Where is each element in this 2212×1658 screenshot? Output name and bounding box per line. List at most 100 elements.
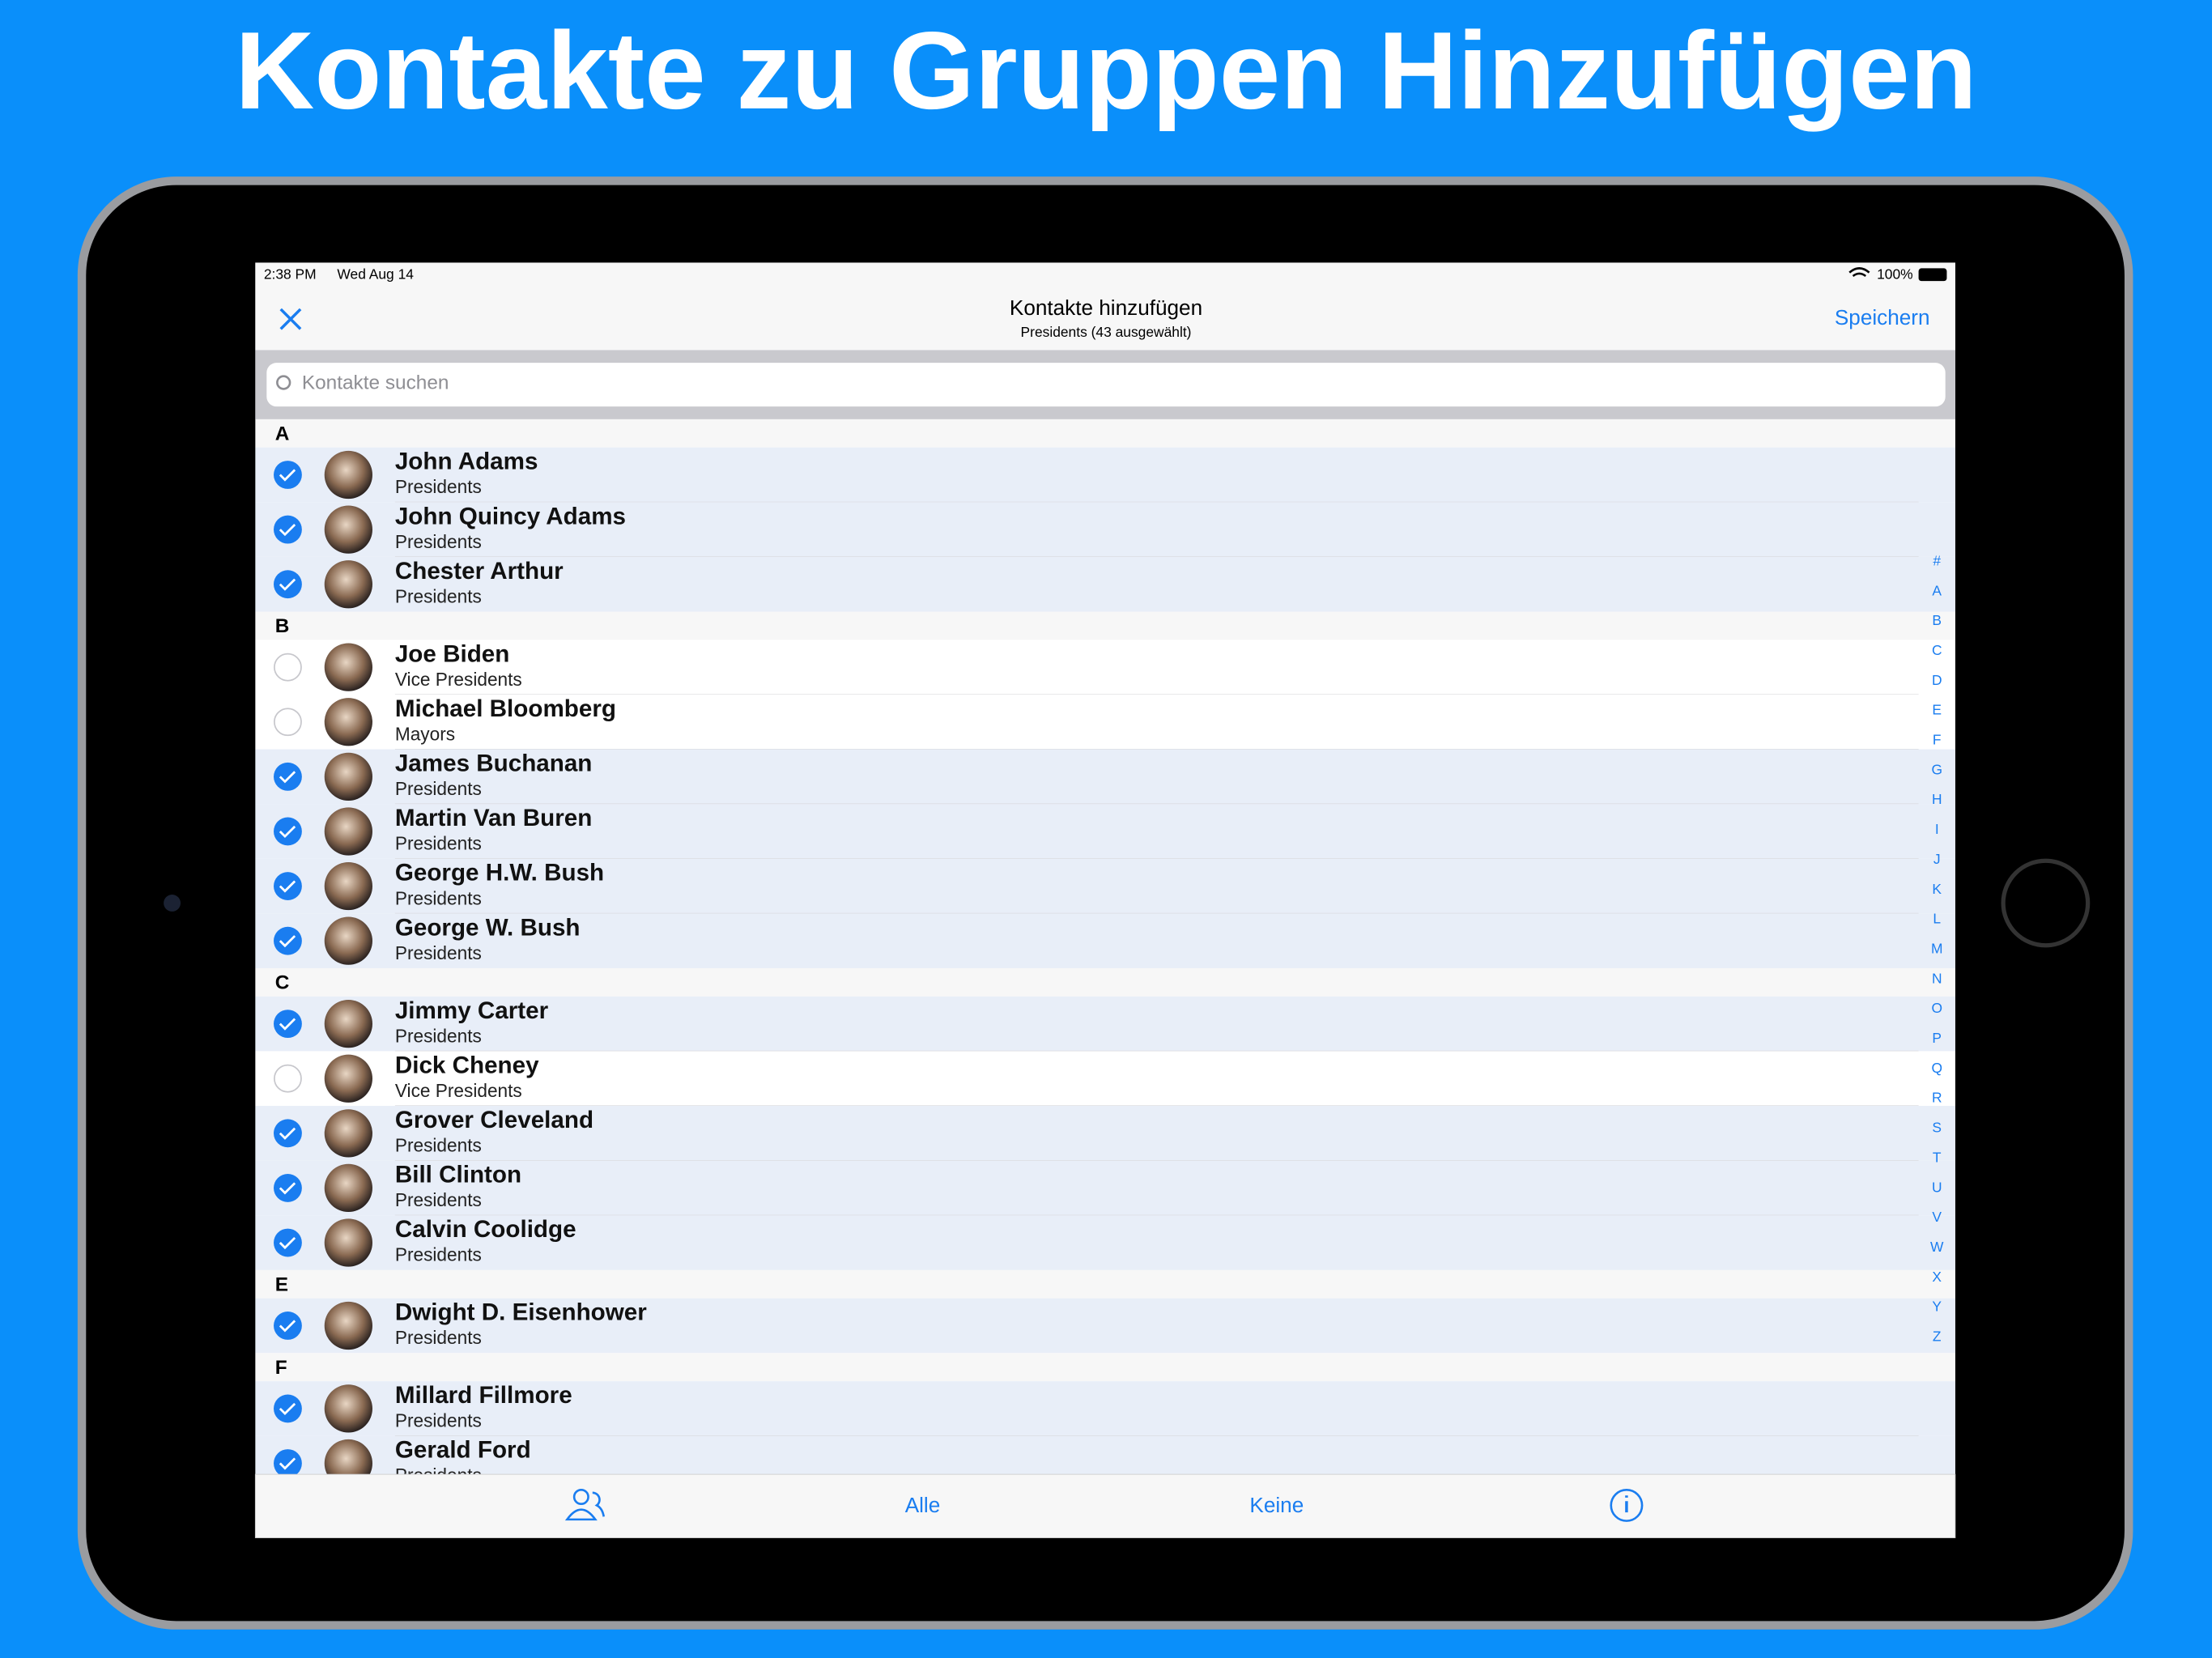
row-background	[255, 1051, 1955, 1107]
contact-name: John Quincy Adams	[395, 503, 626, 529]
index-letter[interactable]: Q	[1931, 1060, 1942, 1076]
section-header	[255, 419, 1955, 448]
row-background	[255, 804, 1955, 859]
checkbox-checked	[274, 1312, 302, 1340]
index-letter[interactable]: B	[1932, 612, 1942, 628]
close-button[interactable]	[279, 308, 302, 330]
index-letter[interactable]: H	[1932, 791, 1942, 807]
index-letter[interactable]: C	[1932, 642, 1942, 658]
index-letter[interactable]: R	[1932, 1090, 1942, 1106]
contact-group: Presidents	[395, 833, 482, 854]
index-letter[interactable]: V	[1932, 1209, 1942, 1225]
contact-name: Millard Fillmore	[395, 1382, 572, 1409]
index-letter[interactable]: K	[1932, 881, 1942, 897]
checkbox-checked	[274, 926, 302, 955]
checkbox-checked	[274, 1449, 302, 1475]
battery-text: 100%	[1877, 266, 1913, 283]
index-letter[interactable]: U	[1932, 1179, 1942, 1195]
contact-name: George H.W. Bush	[395, 860, 604, 886]
contact-row[interactable]: Gerald FordPresidents	[255, 1435, 1955, 1491]
checkbox-checked	[274, 461, 302, 489]
contact-name: Jimmy Carter	[395, 997, 549, 1024]
avatar	[324, 1301, 372, 1350]
index-letter[interactable]: N	[1932, 970, 1942, 986]
row-background	[255, 640, 1955, 695]
contact-name: James Buchanan	[395, 750, 593, 777]
index-letter[interactable]: Y	[1932, 1299, 1942, 1315]
index-letter[interactable]: O	[1931, 1000, 1942, 1016]
contact-name: Bill Clinton	[395, 1162, 521, 1188]
groups-button[interactable]	[564, 1488, 606, 1521]
avatar	[324, 643, 372, 691]
nav-subtitle: Presidents (43 ausgewählt)	[1021, 324, 1192, 340]
checkbox-empty	[274, 1064, 302, 1093]
contact-name: Grover Cleveland	[395, 1107, 593, 1133]
avatar	[324, 1439, 372, 1475]
nav-title: Kontakte hinzufügen	[1010, 295, 1202, 320]
index-letter[interactable]: S	[1932, 1120, 1942, 1136]
all-button[interactable]: Alle	[905, 1493, 941, 1517]
index-letter[interactable]: G	[1931, 761, 1942, 777]
avatar	[324, 807, 372, 856]
search-field[interactable]	[266, 363, 1946, 407]
index-letter[interactable]: #	[1933, 552, 1941, 568]
contact-group: Presidents	[395, 476, 482, 497]
index-letter[interactable]: M	[1931, 940, 1943, 956]
index-letter[interactable]: E	[1932, 702, 1942, 718]
row-background	[255, 913, 1955, 968]
contact-group: Presidents	[395, 1410, 482, 1431]
checkbox-checked	[274, 1394, 302, 1423]
index-letter[interactable]: F	[1933, 732, 1942, 748]
check-mark	[279, 880, 296, 893]
check-mark	[279, 1236, 296, 1250]
row-background	[255, 694, 1955, 750]
check-mark	[279, 578, 296, 591]
index-letter[interactable]: X	[1932, 1269, 1942, 1285]
index-letter[interactable]: T	[1933, 1149, 1942, 1165]
toolbar	[254, 1473, 1956, 1538]
index-letter[interactable]: J	[1933, 851, 1941, 867]
contact-name: George W. Bush	[395, 914, 581, 941]
checkbox-checked	[274, 1010, 302, 1039]
index-letter[interactable]: I	[1935, 821, 1939, 837]
index-letter[interactable]: Z	[1933, 1329, 1942, 1345]
check-mark	[279, 1402, 296, 1415]
section-letter: C	[275, 972, 290, 994]
checkbox-checked	[274, 1119, 302, 1148]
none-button[interactable]: Keine	[1249, 1493, 1304, 1517]
checkbox-empty	[274, 708, 302, 737]
contact-name: Dwight D. Eisenhower	[395, 1299, 647, 1326]
check-mark	[279, 1127, 296, 1140]
contact-name: Martin Van Buren	[395, 805, 592, 831]
save-button[interactable]: Speichern	[1835, 305, 1930, 329]
index-letter[interactable]: D	[1932, 672, 1942, 688]
index-letter[interactable]: P	[1932, 1030, 1942, 1046]
index-letter[interactable]: W	[1930, 1239, 1944, 1255]
index-letter[interactable]: L	[1933, 911, 1941, 927]
section-letter: E	[275, 1273, 288, 1295]
section-header	[255, 1269, 1955, 1299]
checkbox-checked	[274, 1174, 302, 1202]
contact-name: Dick Cheney	[395, 1052, 539, 1078]
checkbox-checked	[274, 762, 302, 791]
info-button[interactable]	[1610, 1488, 1644, 1522]
index-letter[interactable]: A	[1932, 582, 1942, 598]
checkbox-checked	[274, 1228, 302, 1257]
